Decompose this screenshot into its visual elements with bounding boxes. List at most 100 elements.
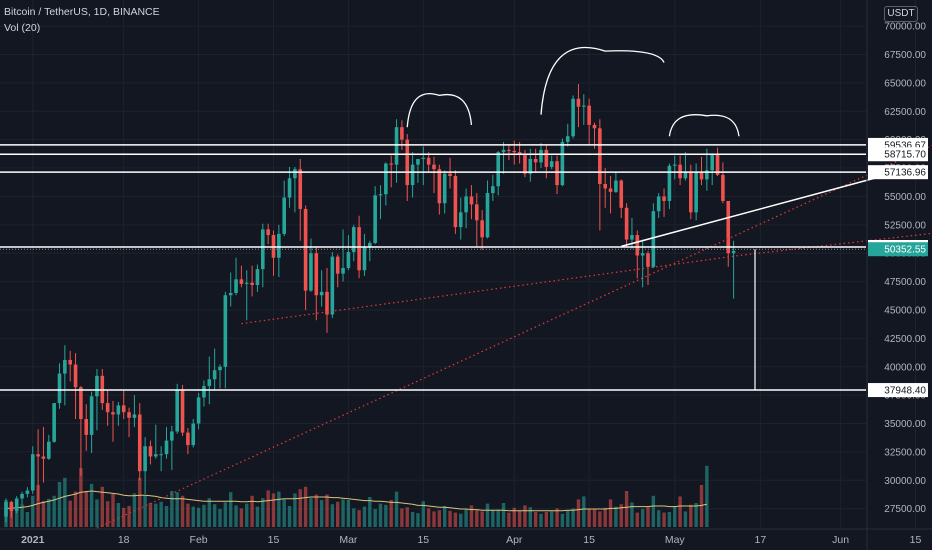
candle: [699, 156, 704, 186]
candle-body: [330, 256, 335, 315]
candle-body: [630, 235, 634, 240]
candle-body: [394, 127, 399, 165]
candle-body: [587, 105, 591, 125]
candle-body: [159, 454, 163, 456]
candle: [239, 265, 244, 288]
volume-bar: [266, 490, 270, 527]
volume-bar: [154, 503, 158, 527]
volume-bar: [464, 509, 468, 527]
candle-body: [148, 446, 153, 457]
candle-body: [421, 157, 426, 159]
candle-body: [453, 176, 458, 228]
candle: [250, 265, 254, 297]
volume-bar: [373, 509, 377, 527]
candle-body: [721, 174, 725, 201]
volume-bar: [459, 513, 463, 527]
candle-body: [715, 154, 720, 175]
candle: [186, 428, 190, 455]
candle-body: [491, 186, 495, 194]
volume-bar: [694, 503, 698, 527]
candle-body: [298, 169, 303, 209]
candle: [576, 84, 581, 128]
pattern-arc: [406, 93, 473, 128]
volume-bar: [512, 507, 516, 527]
candle-body: [442, 173, 447, 204]
candle-body: [368, 242, 372, 248]
candle: [571, 95, 575, 139]
currency-button[interactable]: USDT: [884, 6, 918, 22]
candle: [726, 200, 731, 267]
y-tick-label: 27500.00: [884, 504, 926, 515]
volume-bar: [234, 505, 238, 527]
candle: [261, 223, 265, 288]
candle-body: [121, 405, 126, 413]
candle-body: [309, 253, 313, 291]
candle: [330, 252, 335, 318]
candle: [218, 364, 222, 389]
candle: [598, 119, 602, 231]
candle: [4, 498, 8, 523]
candle: [20, 491, 24, 505]
volume-bar: [651, 495, 656, 527]
candle-body: [571, 98, 575, 137]
candle-body: [565, 136, 570, 142]
volume-bar: [555, 508, 559, 527]
candle: [448, 157, 452, 189]
volume-bar: [95, 499, 99, 527]
candle-body: [726, 200, 731, 254]
candle: [154, 424, 158, 459]
candle-body: [277, 233, 281, 258]
volume-bar: [475, 510, 479, 527]
x-tick-label: 15: [583, 534, 595, 546]
x-tick-label: Apr: [506, 534, 523, 546]
volume-bar: [426, 508, 431, 527]
candle-body: [512, 151, 517, 153]
y-tick-label: 40000.00: [884, 362, 926, 373]
y-tick-label: 47500.00: [884, 277, 926, 288]
candle: [175, 383, 179, 434]
y-tick-label: 32500.00: [884, 447, 926, 458]
volume-bar: [122, 507, 126, 527]
candle-body: [384, 163, 388, 195]
volume-bar: [36, 485, 40, 527]
candle-body: [228, 292, 233, 296]
volume-bar: [170, 491, 174, 527]
x-tick-label: 18: [118, 534, 130, 546]
candle-body: [619, 180, 624, 208]
candle: [341, 229, 345, 282]
candle-body: [689, 171, 693, 213]
candle-body: [47, 441, 51, 459]
volume-bar: [336, 501, 340, 527]
volume-bar: [143, 495, 147, 527]
candle-body: [635, 235, 640, 256]
volume-bar: [624, 491, 629, 527]
candle: [549, 155, 554, 170]
pattern-arc: [540, 46, 665, 115]
candle: [480, 210, 484, 250]
candle-body: [475, 204, 479, 221]
candle-body: [250, 282, 254, 286]
candle-body: [319, 291, 324, 296]
candle: [710, 153, 714, 186]
volume-bar: [218, 509, 222, 527]
candle: [560, 138, 565, 187]
candle: [47, 434, 51, 460]
y-tick-label: 67500.00: [884, 50, 926, 61]
volume-bar: [619, 504, 623, 527]
volume-bar: [330, 504, 335, 527]
candle: [148, 440, 153, 465]
volume-bar: [282, 499, 286, 527]
volume-bar: [443, 506, 447, 527]
candle-body: [448, 173, 452, 176]
candle: [116, 401, 121, 426]
current-price-tag: 50352.55: [868, 242, 928, 257]
candle: [635, 230, 640, 279]
price-level-box: [868, 383, 928, 398]
volume-bar: [480, 511, 484, 527]
volume-bar: [587, 509, 591, 527]
candle: [84, 404, 89, 451]
volume-bar: [57, 482, 62, 527]
candle-body: [710, 154, 714, 171]
candle: [293, 166, 297, 213]
